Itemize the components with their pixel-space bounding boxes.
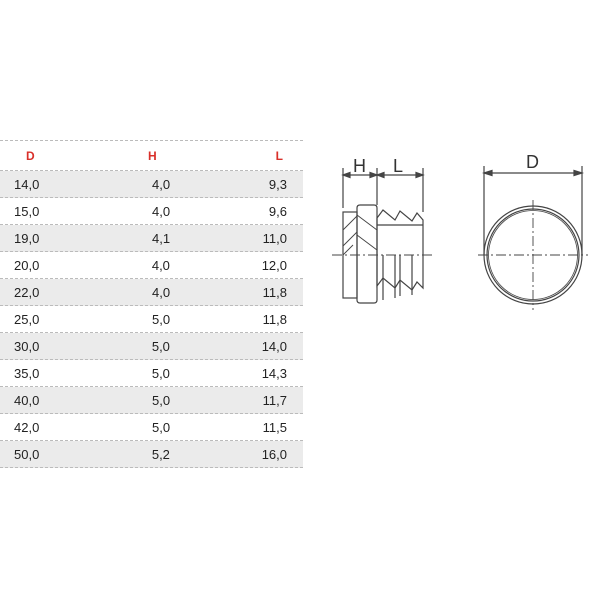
- table-row: 14,0 4,0 9,3: [0, 171, 303, 198]
- table-row: 15,0 4,0 9,6: [0, 198, 303, 225]
- cell-l: 11,0: [262, 230, 287, 246]
- table-row: 40,0 5,0 11,7: [0, 387, 303, 414]
- table-row: 35,0 5,0 14,3: [0, 360, 303, 387]
- header-h: H: [148, 148, 157, 163]
- label-l: L: [393, 156, 403, 176]
- header-l: L: [275, 148, 283, 163]
- cell-l: 12,0: [261, 257, 287, 273]
- cell-l: 9,3: [268, 176, 287, 192]
- table-header: D H L: [0, 141, 303, 171]
- cell-d: 50,0: [14, 446, 40, 462]
- cell-l: 14,0: [261, 338, 287, 354]
- cell-h: 4,0: [152, 284, 171, 300]
- table-row: 19,0 4,1 11,0: [0, 225, 303, 252]
- header-d: D: [26, 148, 35, 163]
- cell-d: 35,0: [14, 365, 40, 381]
- cell-l: 11,8: [262, 284, 287, 300]
- table-row: 42,0 5,0 11,5: [0, 414, 303, 441]
- cell-h: 5,2: [151, 446, 170, 462]
- side-view: [332, 168, 433, 304]
- cell-l: 14,3: [261, 365, 287, 381]
- cell-l: 11,5: [262, 419, 287, 435]
- cell-h: 4,0: [152, 176, 171, 192]
- table-row: 30,0 5,0 14,0: [0, 333, 303, 360]
- cell-h: 5,0: [151, 365, 170, 381]
- cell-d: 40,0: [14, 392, 40, 408]
- cell-h: 4,0: [152, 203, 171, 219]
- cell-l: 16,0: [261, 446, 287, 462]
- table-row: 50,0 5,2 16,0: [0, 441, 303, 468]
- cell-d: 19,0: [14, 230, 40, 246]
- cell-h: 5,0: [151, 338, 170, 354]
- cell-d: 25,0: [14, 311, 40, 327]
- table-row: 20,0 4,0 12,0: [0, 252, 303, 279]
- cell-h: 4,1: [152, 230, 171, 246]
- cell-l: 9,6: [268, 203, 287, 219]
- label-h: H: [353, 156, 366, 176]
- cell-d: 42,0: [14, 419, 40, 435]
- table-row: 22,0 4,0 11,8: [0, 279, 303, 306]
- dimensions-table: D H L 14,0 4,0 9,3 15,0 4,0 9,6 19,0 4,1 11,0 20,…: [0, 140, 303, 468]
- cell-h: 5,0: [152, 311, 171, 327]
- cell-d: 22,0: [14, 284, 40, 300]
- cell-l: 11,7: [262, 392, 287, 408]
- table-row: 25,0 5,0 11,8: [0, 306, 303, 333]
- front-view: [478, 166, 588, 310]
- cell-h: 5,0: [152, 392, 171, 408]
- cell-l: 11,8: [262, 311, 287, 327]
- cell-h: 4,0: [151, 257, 170, 273]
- cell-d: 30,0: [14, 338, 40, 354]
- label-d: D: [526, 152, 539, 172]
- cell-d: 15,0: [14, 203, 40, 219]
- cell-d: 14,0: [14, 176, 40, 192]
- cell-h: 5,0: [152, 419, 171, 435]
- cell-d: 20,0: [14, 257, 40, 273]
